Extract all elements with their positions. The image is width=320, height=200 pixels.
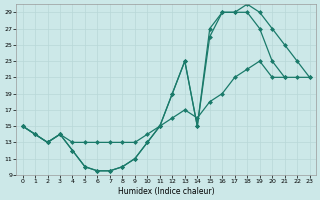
X-axis label: Humidex (Indice chaleur): Humidex (Indice chaleur) <box>118 187 214 196</box>
